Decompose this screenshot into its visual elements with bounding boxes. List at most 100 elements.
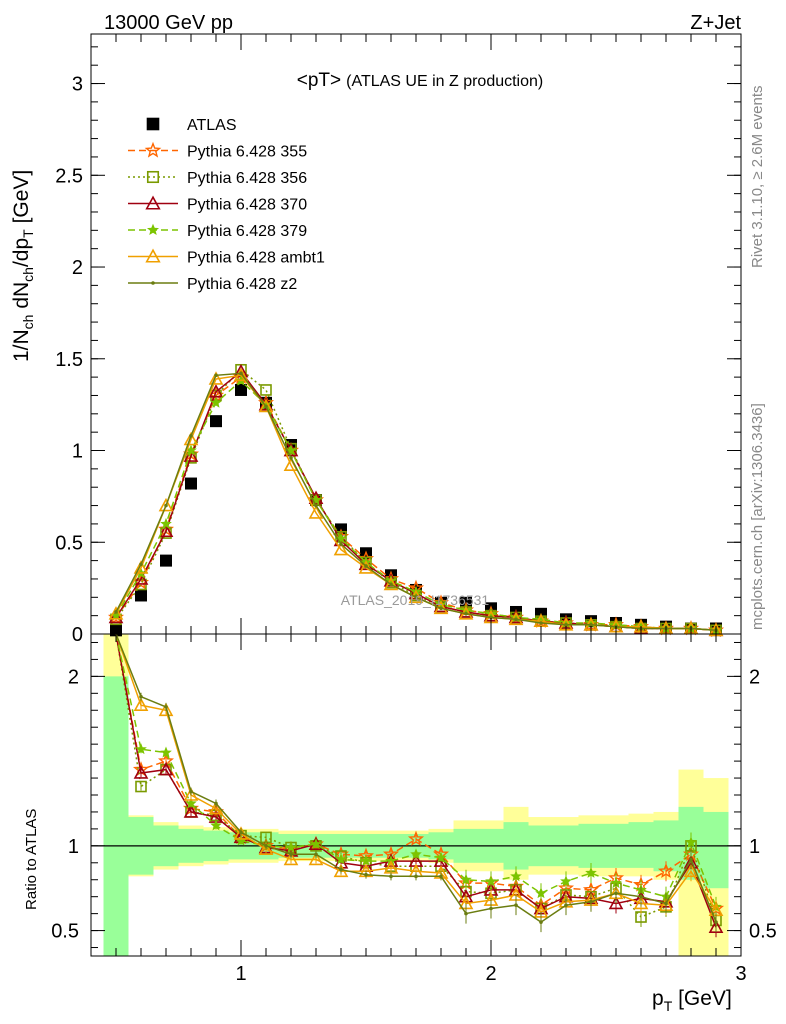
- legend-marker: [145, 248, 161, 263]
- data-point-s3: [108, 609, 124, 624]
- upper-ylabel-text: 1/Nch dNch/dpT [GeV]: [10, 170, 36, 362]
- ratio-point-s5: [139, 694, 143, 699]
- data-point-s0: [235, 383, 247, 396]
- data-point-s6: [264, 404, 268, 409]
- series-line-2: [115, 368, 717, 632]
- data-point-s6: [114, 610, 118, 614]
- data-point-s5: [233, 367, 249, 382]
- ratio-point-s5: [214, 801, 218, 806]
- ratio-point-s3: [160, 746, 172, 758]
- data-point-s5: [433, 600, 449, 615]
- ratio-point-s5: [364, 872, 368, 877]
- ratio-point-s3: [485, 875, 497, 887]
- stat-uncertainty-band: [703, 811, 729, 889]
- data-point-s5: [258, 398, 274, 413]
- data-point-s3: [308, 490, 324, 505]
- ratio-point-s4: [633, 895, 649, 910]
- upper-ytick-label: 2.5: [55, 165, 83, 187]
- ratio-point-s3: [185, 797, 197, 809]
- lower-ytick-label: 1: [68, 836, 79, 858]
- data-point-s4: [335, 532, 347, 544]
- header-left: 13000 GeV pp: [104, 12, 233, 34]
- data-point-s6: [364, 564, 368, 568]
- legend-label: Pythia 6.428 370: [187, 197, 307, 214]
- series-layer: [107, 363, 725, 638]
- data-point-s3: [183, 448, 199, 462]
- lower-ytick-label: 0.5: [51, 921, 79, 943]
- chart-title-sub: (ATLAS UE in Z production): [346, 73, 543, 90]
- data-point-s2: [260, 384, 272, 396]
- legend-marker: [146, 223, 160, 236]
- data-point-s0: [160, 554, 172, 567]
- ratio-point-s1: [135, 780, 147, 793]
- upper-ytick-label: 1: [72, 441, 83, 463]
- data-point-s4: [160, 517, 172, 529]
- data-point-s6: [289, 456, 293, 460]
- axes-layer: 00.511.522.531 2 30.5 0.51 12 2: [51, 33, 777, 985]
- data-point-s0: [185, 477, 197, 490]
- data-point-s6: [589, 623, 593, 627]
- ratio-point-s3: [310, 838, 322, 850]
- ratio-point-s2: [608, 895, 624, 910]
- ratio-point-s5: [664, 901, 668, 906]
- ratio-point-s4: [158, 702, 174, 717]
- data-point-s6: [564, 623, 568, 627]
- ratio-point-s5: [514, 903, 518, 907]
- data-point-s6: [339, 542, 343, 546]
- ratio-point-s3: [135, 743, 147, 755]
- ratio-point-s5: [464, 911, 468, 916]
- ratio-point-s5: [689, 857, 693, 862]
- xtick-label: 1: [235, 963, 246, 985]
- ratio-point-s5: [564, 903, 568, 907]
- xtick-label: 3: [735, 963, 746, 985]
- ratio-point-s3: [335, 853, 347, 865]
- ratio-point-s3: [460, 873, 472, 885]
- data-point-s6: [414, 595, 418, 600]
- data-point-s3: [158, 523, 174, 538]
- data-point-s6: [464, 612, 468, 616]
- data-point-s6: [389, 582, 393, 587]
- stat-uncertainty-band: [103, 676, 129, 956]
- ratio-point-s5: [539, 920, 543, 924]
- lower-ytick-label-right: 0.5: [749, 921, 777, 943]
- ratio-point-s5: [439, 874, 443, 879]
- stat-uncertainty-band: [628, 822, 654, 868]
- data-point-s5: [383, 576, 399, 591]
- data-point-s6: [239, 371, 243, 376]
- ratio-point-s4: [183, 787, 199, 801]
- legend-label: Pythia 6.428 356: [187, 170, 307, 187]
- lower-ytick-label-right: 2: [749, 666, 760, 688]
- data-point-s6: [489, 615, 493, 620]
- data-point-s6: [514, 617, 518, 622]
- data-point-s5: [408, 589, 424, 604]
- data-point-s5: [183, 431, 199, 446]
- ratio-point-s5: [639, 894, 643, 899]
- ratio-point-s4: [283, 851, 299, 866]
- legend-marker: [146, 170, 160, 184]
- data-point-s5: [308, 505, 324, 519]
- data-point-s6: [139, 562, 143, 567]
- data-point-s6: [314, 503, 318, 508]
- data-point-s6: [164, 503, 168, 508]
- ratio-point-s5: [164, 705, 168, 709]
- ratio-point-s5: [289, 852, 293, 857]
- ratio-point-s5: [714, 920, 718, 924]
- ratio-point-s3: [585, 866, 597, 878]
- ratio-point-s5: [589, 899, 593, 904]
- side-label-mcplots: mcplots.cern.ch [arXiv:1306.3436]: [749, 403, 766, 630]
- ratio-point-s3: [510, 870, 522, 882]
- data-point-s4: [210, 396, 222, 408]
- ratio-point-s2: [133, 765, 149, 779]
- data-point-s6: [439, 606, 443, 611]
- ratio-point-s3: [210, 819, 222, 831]
- ratio-point-s0: [657, 862, 675, 879]
- legend-label: Pythia 6.428 z2: [187, 276, 297, 293]
- upper-ytick-label: 1.5: [55, 349, 83, 371]
- watermark: ATLAS_2019_I1736531: [341, 592, 490, 608]
- legend-marker: [144, 141, 162, 158]
- legend-marker: [151, 281, 155, 285]
- ratio-point-s2: [708, 919, 724, 933]
- ratio-point-s5: [489, 906, 493, 911]
- x-axis-label: pT [GeV]: [652, 987, 732, 1014]
- data-point-s6: [189, 434, 193, 438]
